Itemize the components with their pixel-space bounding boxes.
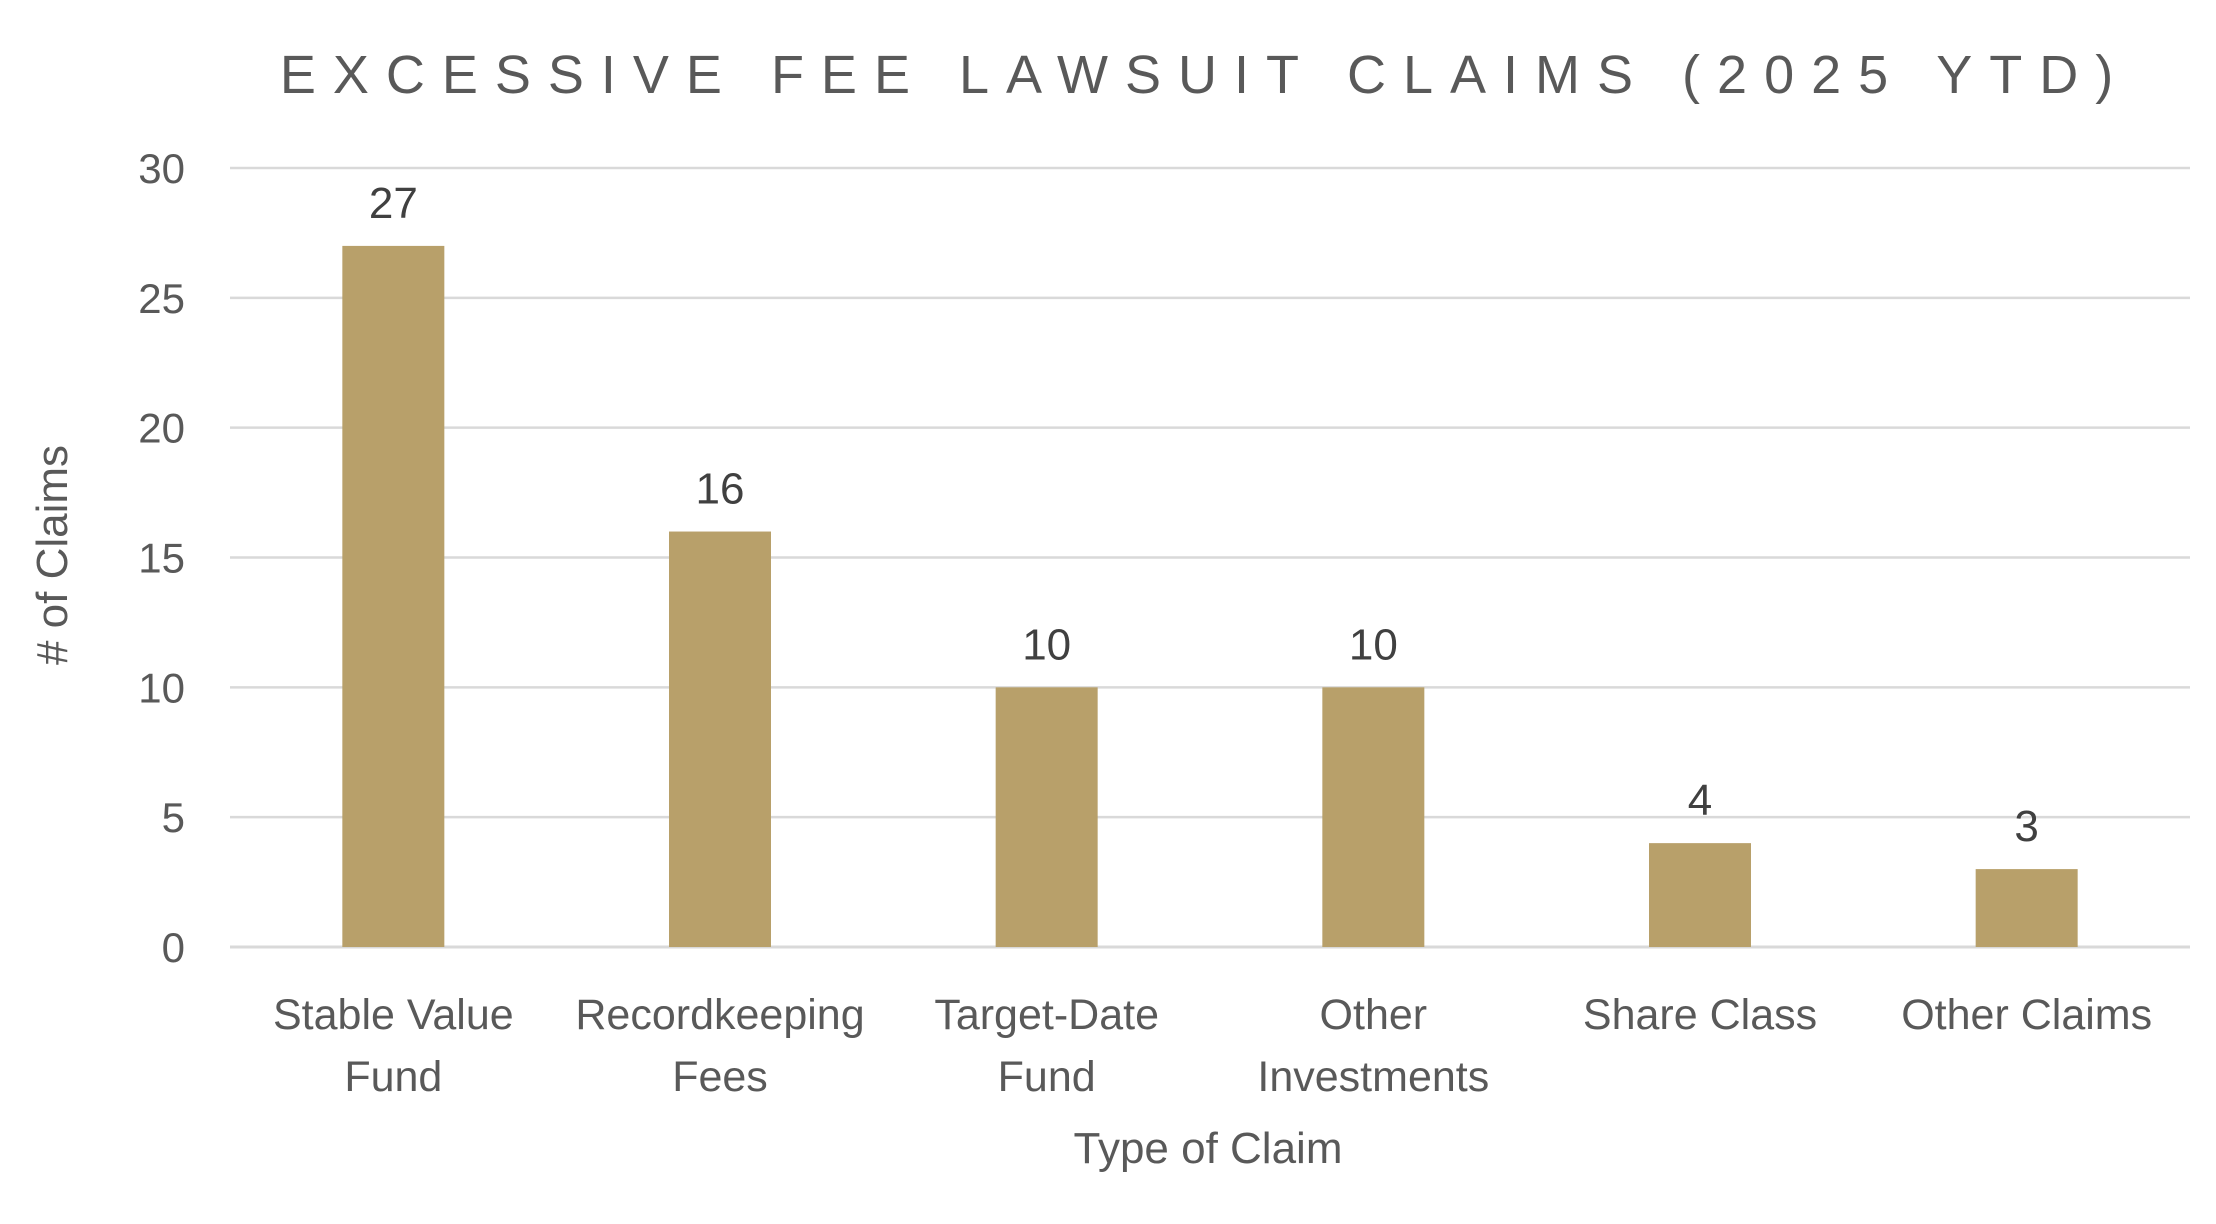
data-label: 10	[1022, 620, 1071, 669]
category-label: Recordkeeping Fees	[575, 991, 864, 1101]
bar	[669, 531, 771, 947]
data-label: 10	[1349, 620, 1398, 669]
bar	[1649, 843, 1751, 947]
category-label-line: Other Claims	[1901, 991, 2152, 1039]
category-label-line: Other	[1320, 991, 1428, 1039]
y-axis-title: # of Claims	[28, 445, 77, 665]
bar	[995, 687, 1098, 947]
category-label-line: Investments	[1257, 1053, 1489, 1101]
y-tick-label: 20	[138, 405, 185, 452]
data-labels: 27 16 10 10 4 3	[369, 179, 2039, 851]
y-tick-label: 0	[162, 924, 185, 971]
y-tick-label: 30	[138, 145, 185, 192]
category-label-line: Fees	[672, 1053, 768, 1101]
data-label: 4	[1688, 776, 1712, 825]
data-label: 16	[696, 465, 745, 514]
data-label: 3	[2014, 802, 2038, 851]
category-label: Share Class	[1583, 991, 1817, 1039]
category-label: Stable Value Fund	[273, 991, 514, 1101]
x-axis-categories: Stable Value Fund Recordkeeping Fees Target-…	[273, 991, 2152, 1101]
data-label: 27	[369, 179, 418, 228]
y-tick-label: 5	[162, 794, 185, 841]
y-axis-ticks: 0 5 10 15 20 25 30	[138, 145, 185, 971]
category-label-line: Target-Date	[934, 991, 1159, 1039]
x-axis-title: Type of Claim	[1074, 1124, 1343, 1173]
category-label-line: Share Class	[1583, 991, 1817, 1039]
category-label-line: Stable Value	[273, 991, 514, 1039]
chart-title: EXCESSIVE FEE LAWSUIT CLAIMS (2025 YTD)	[280, 45, 2130, 105]
category-label: Other Investments	[1257, 991, 1489, 1101]
category-label: Target-Date Fund	[934, 991, 1159, 1101]
category-label-line: Fund	[344, 1053, 442, 1101]
category-label-line: Fund	[998, 1053, 1096, 1101]
category-label-line: Recordkeeping	[575, 991, 864, 1039]
y-tick-label: 10	[138, 664, 185, 711]
y-tick-label: 15	[138, 535, 185, 582]
bar	[1322, 687, 1425, 947]
bar	[1975, 869, 2078, 947]
y-tick-label: 25	[138, 275, 185, 322]
bars	[342, 245, 2078, 947]
gridlines	[230, 166, 2190, 949]
bar	[342, 245, 445, 947]
category-label: Other Claims	[1901, 991, 2152, 1039]
